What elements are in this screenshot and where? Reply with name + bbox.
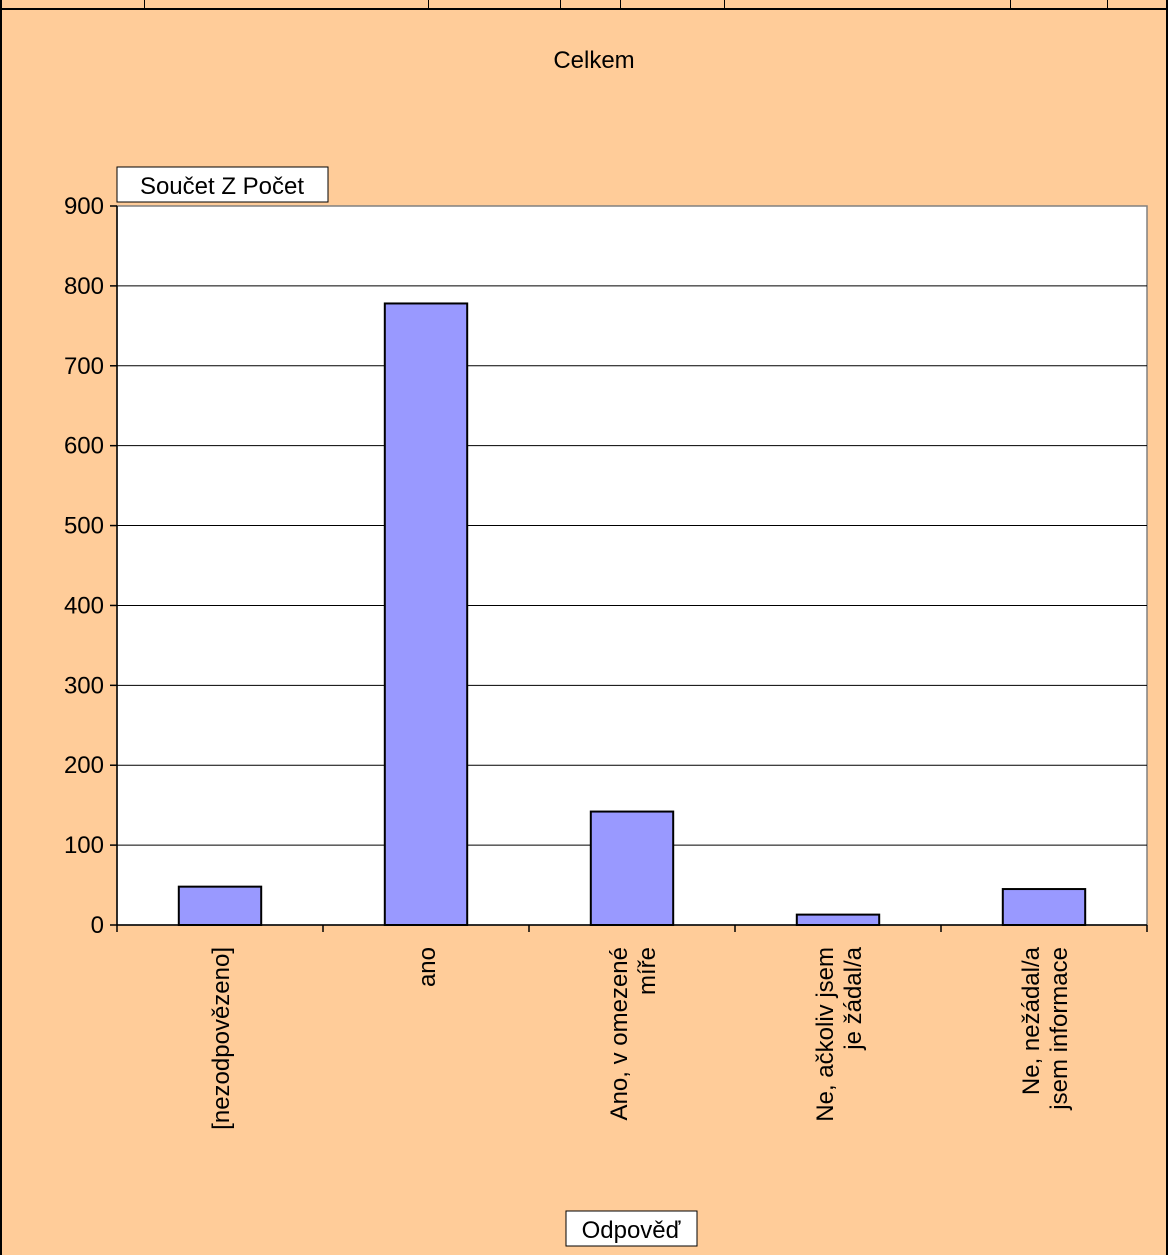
y-tick-label: 900 — [64, 193, 104, 220]
y-axis-ticks: 0 100 200 300 400 500 600 700 800 900 — [64, 193, 117, 939]
y-tick-label: 300 — [64, 672, 104, 699]
x-axis-category-labels: [nezodpovězeno] ano Ano, v omezené míře Ne, … — [208, 946, 1073, 1129]
y-tick-label: 700 — [64, 353, 104, 380]
strip-cell-divider — [428, 0, 429, 10]
x-category-label: Ano, v omezené míře — [606, 947, 661, 1120]
y-axis-title-box: Součet Z Počet — [116, 166, 329, 203]
x-category-label-line: Ne, nežádal/a — [1018, 946, 1045, 1095]
y-tick-label: 0 — [91, 912, 104, 939]
chart-title: Celkem — [553, 47, 634, 74]
y-tick-label: 200 — [64, 752, 104, 779]
bar — [795, 913, 881, 926]
strip-cell-divider — [724, 0, 725, 10]
x-category-label: ano — [414, 947, 441, 987]
plot-area — [116, 205, 1148, 926]
bar — [177, 885, 263, 926]
x-category-label: Ne, ačkoliv jsem je žádal/a — [812, 946, 867, 1121]
x-category-label-line: [nezodpovězeno] — [208, 947, 235, 1130]
x-category-label-line: jsem informace — [1046, 947, 1073, 1111]
bars — [177, 302, 1087, 927]
strip-cell-divider — [560, 0, 561, 10]
x-axis-title-box: Odpověď — [565, 1210, 698, 1247]
x-category-label-line: míře — [634, 947, 661, 995]
y-tick-label: 500 — [64, 513, 104, 540]
spreadsheet-row-strip — [0, 0, 1168, 10]
x-category-label: [nezodpovězeno] — [208, 947, 235, 1130]
x-category-label-line: Ano, v omezené — [606, 947, 633, 1120]
strip-cell-divider — [144, 0, 145, 10]
strip-cell-divider — [620, 0, 621, 10]
x-axis-ticks — [116, 925, 1148, 932]
y-tick-label: 100 — [64, 832, 104, 859]
x-category-label-line: ano — [414, 947, 441, 987]
x-category-label-line: je žádal/a — [840, 946, 867, 1050]
bar — [589, 810, 675, 927]
strip-cell-divider — [1107, 0, 1108, 10]
strip-cell-divider — [1010, 0, 1011, 10]
y-tick-label: 600 — [64, 433, 104, 460]
bar — [383, 302, 469, 927]
y-tick-label: 800 — [64, 273, 104, 300]
x-category-label: Ne, nežádal/a jsem informace — [1018, 946, 1073, 1110]
y-tick-label: 400 — [64, 592, 104, 619]
x-category-label-line: Ne, ačkoliv jsem — [812, 947, 839, 1122]
y-axis-title: Součet Z Počet — [140, 173, 304, 200]
x-axis-title: Odpověď — [582, 1217, 681, 1244]
gridlines — [117, 285, 1147, 846]
bar — [1001, 888, 1087, 926]
